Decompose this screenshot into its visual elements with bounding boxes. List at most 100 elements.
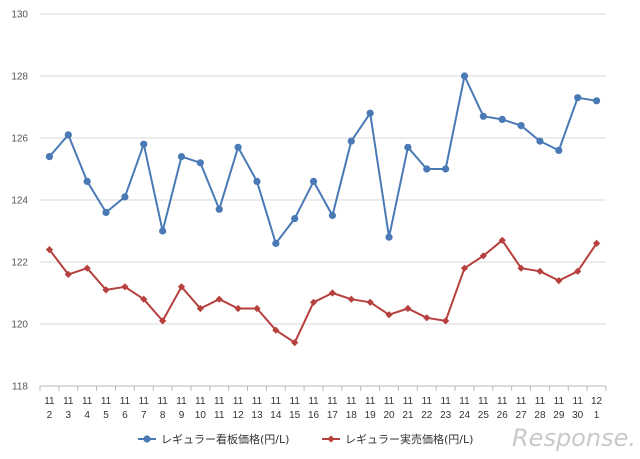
data-point [366,109,374,117]
x-tick-label-month: 11 [516,396,527,407]
x-axis: 1121131141151161171181191110111111121113… [39,386,607,421]
x-tick-label-month: 11 [176,396,187,407]
x-tick-label-day: 17 [327,410,339,421]
data-point [460,72,469,80]
x-tick-label-day: 7 [141,410,147,421]
data-point [140,295,148,303]
x-tick-label-month: 11 [233,396,244,407]
x-tick-label-month: 11 [120,396,131,407]
x-tick-label-day: 2 [47,410,53,421]
data-point [574,94,582,102]
data-point [309,298,318,306]
data-point [328,211,337,220]
x-tick-label-day: 11 [214,410,225,421]
x-tick-label-month: 12 [591,396,603,407]
x-tick-label-month: 11 [63,396,74,407]
x-tick-label-month: 11 [308,396,319,407]
data-point [83,177,91,185]
data-point [592,239,601,247]
x-tick-label-day: 29 [553,410,565,421]
x-tick-label-day: 1 [594,410,600,421]
x-tick-label-day: 16 [308,410,320,421]
data-point [460,264,469,272]
x-tick-label-day: 5 [103,410,109,421]
data-point [196,159,204,167]
data-point [592,97,601,105]
data-point [423,314,431,322]
data-point [159,227,167,235]
y-tick-label: 120 [11,320,28,331]
data-point [272,239,280,247]
x-tick-label-month: 11 [497,396,508,407]
x-tick-label-day: 10 [195,410,207,421]
legend-label: レギュラー実売価格(円/L) [345,432,473,446]
x-tick-label-month: 11 [478,396,489,407]
data-point [121,193,129,201]
data-point [291,215,299,223]
data-point [177,283,186,291]
x-tick-label-day: 22 [421,410,433,421]
x-tick-label-day: 23 [440,410,452,421]
y-tick-label: 124 [11,196,28,207]
x-tick-label-day: 20 [383,410,395,421]
data-point [536,137,544,145]
x-tick-label-month: 11 [440,396,451,407]
x-tick-label-month: 11 [403,396,414,407]
data-point [215,205,223,213]
data-point [102,286,110,294]
x-tick-label-month: 11 [384,396,395,407]
x-tick-label-month: 11 [195,396,206,407]
series-line [48,75,597,245]
data-point [309,177,318,185]
data-point [517,122,525,130]
x-tick-label-day: 27 [516,410,528,421]
data-point [555,146,563,154]
series-2 [45,236,601,347]
x-tick-label-month: 11 [271,396,282,407]
data-point [536,267,544,275]
y-tick-label: 128 [11,72,28,83]
y-tick-label: 126 [11,134,28,145]
data-point [102,208,110,216]
data-point [234,143,242,151]
data-point [385,311,393,319]
data-point [442,165,450,173]
data-point [45,153,54,161]
data-point [347,137,355,145]
x-tick-label-day: 12 [233,410,245,421]
data-point [498,236,506,244]
x-tick-label-day: 19 [365,410,377,421]
data-point [159,317,167,325]
data-point [45,246,54,254]
data-point [253,177,261,185]
x-tick-label-month: 11 [290,396,301,407]
data-point [328,289,337,297]
legend-marker [327,435,335,443]
x-tick-label-day: 6 [122,410,128,421]
data-point [404,304,412,313]
data-point [121,283,129,291]
x-tick-label-day: 14 [270,410,282,421]
chart-series [45,72,601,347]
x-tick-label-month: 11 [214,396,225,407]
x-tick-label-day: 8 [160,410,166,421]
x-tick-label-month: 11 [252,396,263,407]
x-tick-label-month: 11 [82,396,93,407]
x-tick-label-month: 11 [365,396,376,407]
data-point [177,153,186,161]
x-tick-label-month: 11 [459,396,470,407]
data-point [574,267,582,275]
y-tick-label: 122 [11,258,28,269]
data-point [479,252,487,260]
data-point [234,304,242,313]
chart-legend: レギュラー看板価格(円/L) レギュラー実売価格(円/L) [138,432,473,446]
chart-gridlines [40,13,606,387]
x-tick-label-day: 28 [534,410,546,421]
x-tick-label-month: 11 [573,396,584,407]
legend-marker [143,435,151,443]
data-point [83,264,91,272]
x-tick-label-month: 11 [422,396,433,407]
data-point [555,277,563,285]
data-point [517,264,525,272]
